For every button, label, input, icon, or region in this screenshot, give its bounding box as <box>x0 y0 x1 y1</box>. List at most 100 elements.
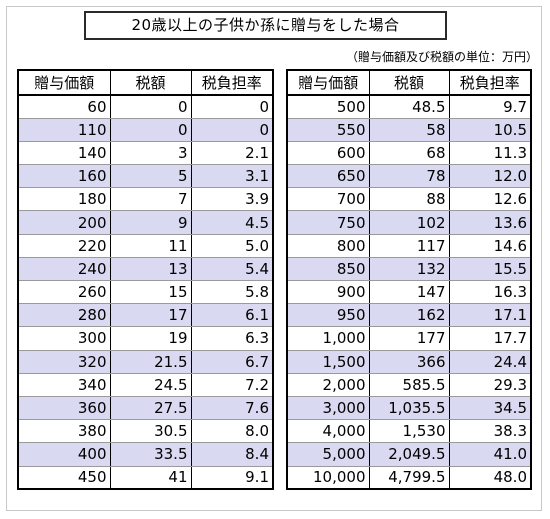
cell-gift-amount: 220 <box>17 233 111 258</box>
cell-tax-rate: 17.7 <box>448 326 532 351</box>
cell-gift-amount: 140 <box>17 140 111 166</box>
cell-tax-amount: 27.5 <box>109 395 192 421</box>
cell-gift-amount: 60 <box>17 94 111 119</box>
cell-tax-rate: 4.5 <box>190 210 274 235</box>
cell-tax-amount: 68 <box>368 140 450 166</box>
header-tax-amount: 税額 <box>109 69 192 96</box>
header-tax-amount: 税額 <box>368 69 450 96</box>
table-row: 160 5 3.1 <box>17 164 274 189</box>
table-row: 200 9 4.5 <box>17 210 274 235</box>
page-title: 20歳以上の子供か孫に贈与をした場合 <box>84 11 447 40</box>
cell-tax-amount: 2,049.5 <box>368 442 450 467</box>
table-row: 550 58 10.5 <box>286 117 532 142</box>
cell-gift-amount: 180 <box>17 187 111 212</box>
cell-tax-amount: 33.5 <box>109 442 192 467</box>
table-row: 10,000 4,799.5 48.0 <box>286 465 532 490</box>
cell-tax-amount: 3 <box>109 140 192 166</box>
table-row: 320 21.5 6.7 <box>17 349 274 374</box>
cell-tax-amount: 41 <box>109 465 192 490</box>
table-row: 3,000 1,035.5 34.5 <box>286 395 532 421</box>
cell-tax-amount: 7 <box>109 187 192 212</box>
table-row: 260 15 5.8 <box>17 279 274 305</box>
cell-tax-amount: 15 <box>109 279 192 305</box>
cell-gift-amount: 340 <box>17 372 111 397</box>
table-row: 4,000 1,530 38.3 <box>286 419 532 444</box>
header-tax-rate: 税負担率 <box>448 69 532 96</box>
table-row: 140 3 2.1 <box>17 140 274 166</box>
cell-tax-rate: 7.6 <box>190 395 274 421</box>
cell-tax-rate: 6.3 <box>190 326 274 351</box>
cell-gift-amount: 110 <box>17 117 111 142</box>
cell-tax-rate: 0 <box>190 117 274 142</box>
table-row: 750 102 13.6 <box>286 210 532 235</box>
cell-tax-amount: 88 <box>368 187 450 212</box>
table-row: 110 0 0 <box>17 117 274 142</box>
gift-tax-table-left: 贈与価額 税額 税負担率 60 0 0 110 0 0 140 3 2.1 160 5 3.1 180 7… <box>17 69 274 491</box>
table-row: 1,500 366 24.4 <box>286 349 532 374</box>
cell-gift-amount: 700 <box>286 187 370 212</box>
table-row: 60 0 0 <box>17 94 274 119</box>
cell-gift-amount: 750 <box>286 210 370 235</box>
cell-tax-rate: 9.7 <box>448 94 532 119</box>
cell-gift-amount: 450 <box>17 465 111 490</box>
cell-gift-amount: 1,000 <box>286 326 370 351</box>
cell-tax-rate: 24.4 <box>448 349 532 374</box>
table-row: 2,000 585.5 29.3 <box>286 372 532 397</box>
table-row: 5,000 2,049.5 41.0 <box>286 442 532 467</box>
cell-tax-rate: 2.1 <box>190 140 274 166</box>
cell-gift-amount: 260 <box>17 279 111 305</box>
cell-tax-rate: 8.0 <box>190 419 274 444</box>
cell-tax-amount: 5 <box>109 164 192 189</box>
cell-tax-amount: 19 <box>109 326 192 351</box>
cell-tax-amount: 9 <box>109 210 192 235</box>
header-gift-amount: 贈与価額 <box>286 69 370 96</box>
cell-gift-amount: 280 <box>17 303 111 328</box>
cell-gift-amount: 1,500 <box>286 349 370 374</box>
cell-tax-amount: 147 <box>368 279 450 305</box>
cell-tax-amount: 17 <box>109 303 192 328</box>
cell-gift-amount: 500 <box>286 94 370 119</box>
table-row: 300 19 6.3 <box>17 326 274 351</box>
cell-tax-rate: 48.0 <box>448 465 532 490</box>
cell-gift-amount: 380 <box>17 419 111 444</box>
cell-tax-amount: 0 <box>109 117 192 142</box>
cell-tax-rate: 17.1 <box>448 303 532 328</box>
table-row: 240 13 5.4 <box>17 256 274 282</box>
cell-tax-rate: 5.0 <box>190 233 274 258</box>
cell-gift-amount: 300 <box>17 326 111 351</box>
header-row: 贈与価額 税額 税負担率 <box>286 69 532 96</box>
cell-gift-amount: 10,000 <box>286 465 370 490</box>
cell-tax-rate: 15.5 <box>448 256 532 282</box>
cell-tax-rate: 12.6 <box>448 187 532 212</box>
cell-tax-rate: 41.0 <box>448 442 532 467</box>
unit-note: （贈与価額及び税額の単位：万円） <box>345 50 538 64</box>
header-gift-amount: 贈与価額 <box>17 69 111 96</box>
table-row: 340 24.5 7.2 <box>17 372 274 397</box>
cell-tax-amount: 1,035.5 <box>368 395 450 421</box>
cell-tax-amount: 117 <box>368 233 450 258</box>
table-row: 450 41 9.1 <box>17 465 274 490</box>
table-row: 600 68 11.3 <box>286 140 532 166</box>
table-row: 900 147 16.3 <box>286 279 532 305</box>
cell-tax-rate: 34.5 <box>448 395 532 421</box>
cell-tax-amount: 177 <box>368 326 450 351</box>
cell-tax-rate: 5.4 <box>190 256 274 282</box>
cell-tax-rate: 7.2 <box>190 372 274 397</box>
cell-tax-rate: 0 <box>190 94 274 119</box>
cell-tax-amount: 78 <box>368 164 450 189</box>
cell-tax-amount: 58 <box>368 117 450 142</box>
cell-gift-amount: 200 <box>17 210 111 235</box>
cell-gift-amount: 360 <box>17 395 111 421</box>
table-row: 800 117 14.6 <box>286 233 532 258</box>
table-row: 650 78 12.0 <box>286 164 532 189</box>
cell-tax-amount: 132 <box>368 256 450 282</box>
cell-tax-rate: 5.8 <box>190 279 274 305</box>
cell-tax-rate: 12.0 <box>448 164 532 189</box>
cell-tax-rate: 10.5 <box>448 117 532 142</box>
cell-tax-amount: 102 <box>368 210 450 235</box>
cell-gift-amount: 650 <box>286 164 370 189</box>
cell-tax-rate: 6.7 <box>190 349 274 374</box>
table-row: 380 30.5 8.0 <box>17 419 274 444</box>
cell-tax-amount: 1,530 <box>368 419 450 444</box>
cell-tax-amount: 30.5 <box>109 419 192 444</box>
